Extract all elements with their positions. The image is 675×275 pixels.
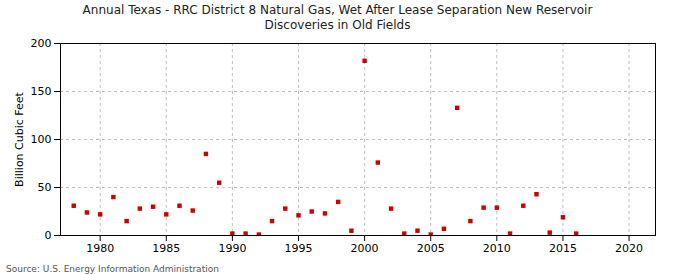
svg-text:1990: 1990: [218, 242, 246, 255]
svg-text:50: 50: [38, 181, 52, 194]
svg-text:150: 150: [31, 85, 52, 98]
svg-text:200: 200: [31, 37, 52, 50]
svg-text:1980: 1980: [86, 242, 114, 255]
svg-text:Billion Cubic Feet: Billion Cubic Feet: [13, 91, 26, 186]
svg-text:100: 100: [31, 133, 52, 146]
html-text:Source: U.S. Energy Informatio: Source: U.S. Energy Information Administ…: [6, 264, 219, 274]
svg-text:2015: 2015: [549, 242, 577, 255]
svg-text:2005: 2005: [417, 242, 445, 255]
html-text:Annual Texas - RRC District 8: Annual Texas - RRC District 8 Natural Ga…: [82, 3, 593, 32]
svg-text:2000: 2000: [351, 242, 379, 255]
svg-text:2020: 2020: [615, 242, 643, 255]
svg-text:2010: 2010: [483, 242, 511, 255]
svg-text:1995: 1995: [285, 242, 313, 255]
svg-text:0: 0: [45, 229, 52, 242]
svg-text:1985: 1985: [152, 242, 180, 255]
